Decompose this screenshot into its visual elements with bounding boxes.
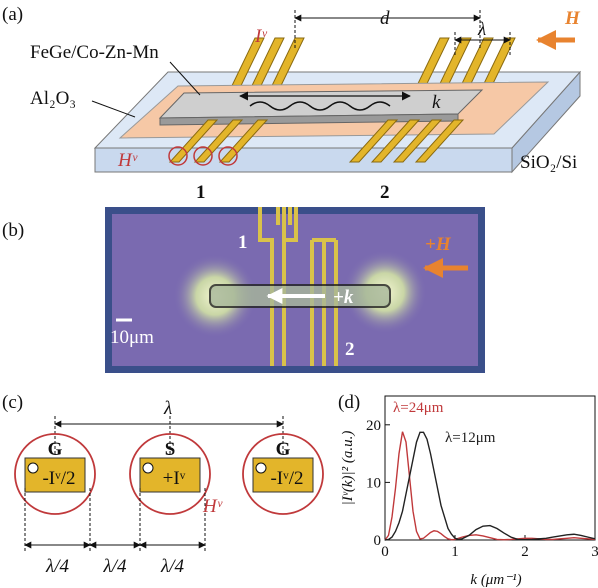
x-tick-label: 3	[591, 544, 598, 560]
pad-label: S	[165, 439, 176, 460]
y-tick-label: 10	[366, 475, 381, 491]
oxide-label: Al₂O₃	[30, 88, 76, 109]
direction-symbol	[28, 463, 38, 473]
scale-label: 10μm	[110, 327, 154, 348]
antenna-label: 2	[345, 339, 355, 360]
y-tick-label: 20	[366, 418, 381, 434]
field-label: H	[564, 8, 581, 29]
panel-d: (d) k (μm⁻¹) |Iᵛ(k)|² (a.u.) λ=24μm λ=12…	[338, 392, 598, 588]
pad-label: G	[48, 439, 63, 460]
field-label: +H	[425, 234, 452, 255]
panel-a: (a) d λ H Iᵛ FeGe/Co-Zn-Mn Al₂O₃ k Hᵛ Si…	[2, 4, 581, 203]
k-label: k	[432, 92, 441, 113]
spacing-label: λ/4	[160, 556, 185, 577]
panel-label: (b)	[2, 220, 24, 241]
x-tick-label: 2	[521, 544, 529, 560]
series-line	[385, 432, 595, 540]
film-label: FeGe/Co-Zn-Mn	[30, 42, 159, 63]
direction-symbol	[256, 463, 266, 473]
series-line	[385, 432, 595, 540]
lambda-label: λ	[477, 19, 486, 40]
current-label: -Iᵛ/2	[270, 468, 303, 489]
d-label: d	[380, 8, 390, 29]
legend-label: λ=12μm	[445, 430, 496, 446]
current-label: -Iᵛ/2	[42, 468, 75, 489]
y-axis-title: |Iᵛ(k)|² (a.u.)	[340, 431, 356, 506]
current-label: Iᵛ	[254, 26, 267, 47]
hv-label: Hᵛ	[117, 150, 138, 171]
panel-label: (d)	[338, 392, 360, 413]
plot-frame	[385, 396, 595, 540]
panel-label: (a)	[2, 4, 23, 25]
x-axis-title: k (μm⁻¹)	[470, 572, 521, 588]
panel-c: G -Iᵛ/2 S +Iᵛ G -Iᵛ/2 λ/4 λ/4 λ/4 (c) λ Hᵛ	[2, 392, 323, 577]
y-tick-label: 0	[374, 533, 382, 549]
direction-symbol	[143, 463, 153, 473]
legend-label: λ=24μm	[393, 400, 444, 416]
antenna-label: 2	[380, 182, 390, 203]
hv-label: Hᵛ	[202, 496, 223, 517]
antenna-label: 1	[238, 232, 248, 253]
antenna-label: 1	[196, 182, 206, 203]
figure: (a) d λ H Iᵛ FeGe/Co-Zn-Mn Al₂O₃ k Hᵛ Si…	[0, 0, 598, 588]
substrate-front	[95, 148, 512, 172]
panel-label: (c)	[2, 392, 23, 413]
leader	[92, 101, 135, 117]
substrate-label: SiO₂/Si	[520, 152, 577, 173]
x-tick-label: 0	[381, 544, 389, 560]
pad-label: G	[276, 439, 291, 460]
panel-b: (b) 1 +H +k 10μm 2	[2, 207, 485, 373]
lambda-label: λ	[163, 398, 172, 419]
pads: G -Iᵛ/2 S +Iᵛ G -Iᵛ/2 λ/4 λ/4 λ/4	[15, 416, 323, 577]
k-label: +k	[333, 287, 354, 308]
spacing-label: λ/4	[45, 556, 70, 577]
x-tick-label: 1	[451, 544, 459, 560]
current-label: +Iᵛ	[163, 468, 186, 489]
spacing-label: λ/4	[102, 556, 127, 577]
